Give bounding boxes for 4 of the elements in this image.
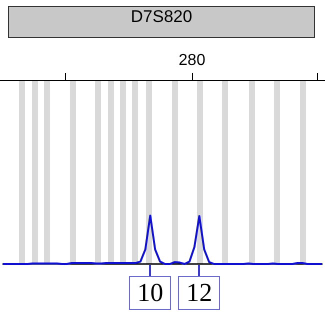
text: 10 [129, 276, 172, 310]
text: 280 [178, 52, 206, 70]
text: 12 [178, 276, 220, 310]
chart-title: D7S820 [8, 6, 315, 38]
